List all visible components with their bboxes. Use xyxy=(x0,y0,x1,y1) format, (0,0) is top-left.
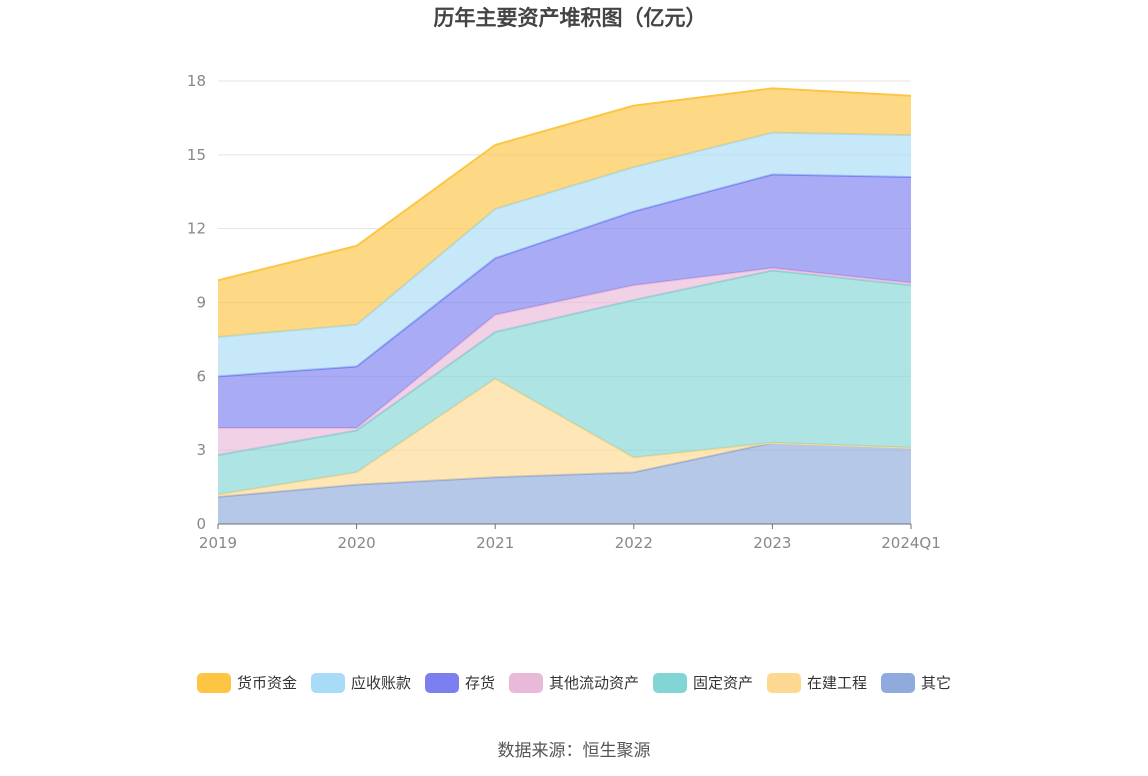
x-tick-label: 2019 xyxy=(199,534,237,552)
legend-label: 存货 xyxy=(464,674,495,692)
legend-label: 其他流动资产 xyxy=(548,674,639,692)
legend-swatch xyxy=(653,672,687,693)
legend-label: 应收账款 xyxy=(350,674,411,692)
area-line-series-6 xyxy=(217,87,912,282)
legend-item[interactable]: 货币资金 xyxy=(196,672,297,693)
area-series-6 xyxy=(218,88,911,337)
y-tick-label: 12 xyxy=(187,220,206,238)
area-series-5 xyxy=(218,132,911,377)
y-tick-label: 18 xyxy=(187,72,206,90)
legend-label: 在建工程 xyxy=(807,674,868,692)
legend-item[interactable]: 应收账款 xyxy=(310,672,411,693)
legend-swatch xyxy=(310,672,345,693)
x-tick-label: 2023 xyxy=(753,534,791,552)
y-tick-label: 0 xyxy=(196,515,206,533)
x-tick-label: 2022 xyxy=(615,534,653,552)
legend-label: 固定资产 xyxy=(693,674,754,692)
legend-label: 货币资金 xyxy=(236,674,297,692)
legend-item[interactable]: 存货 xyxy=(424,672,495,693)
area-series-0 xyxy=(218,442,911,524)
area-series-2 xyxy=(218,270,911,495)
area-series-1 xyxy=(218,378,911,497)
y-tick-label: 9 xyxy=(196,294,206,312)
chart-title: 历年主要资产堆积图（亿元） xyxy=(433,6,707,30)
area-series-3 xyxy=(218,268,911,456)
legend-swatch xyxy=(767,672,802,693)
stacked-area-chart: 0 3 6 9 12 15 18 2019 2020 2021 2022 2023 2024Q1 xyxy=(187,72,941,552)
legend-item[interactable]: 其它 xyxy=(881,672,951,693)
x-tick-label: 2020 xyxy=(338,534,376,552)
legend-swatch xyxy=(881,672,916,693)
data-source: 数据来源：恒生聚源 xyxy=(497,741,651,761)
legend-swatch xyxy=(196,672,231,693)
y-tick-label: 3 xyxy=(196,441,206,459)
x-tick-label: 2021 xyxy=(476,534,514,552)
chart-legend: 货币资金 应收账款 存货 其他流动资产 固定资产 在建工程 其它 xyxy=(0,672,1148,693)
legend-swatch xyxy=(508,672,543,693)
y-tick-label: 15 xyxy=(187,146,206,164)
area-series-4 xyxy=(218,174,911,429)
y-tick-label: 6 xyxy=(196,367,206,385)
legend-item[interactable]: 在建工程 xyxy=(767,672,867,693)
legend-label: 其它 xyxy=(921,674,952,692)
legend-item[interactable]: 其他流动资产 xyxy=(508,672,639,693)
x-tick-label: 2024Q1 xyxy=(881,534,941,552)
legend-item[interactable]: 固定资产 xyxy=(653,672,753,693)
legend-swatch xyxy=(424,672,459,693)
